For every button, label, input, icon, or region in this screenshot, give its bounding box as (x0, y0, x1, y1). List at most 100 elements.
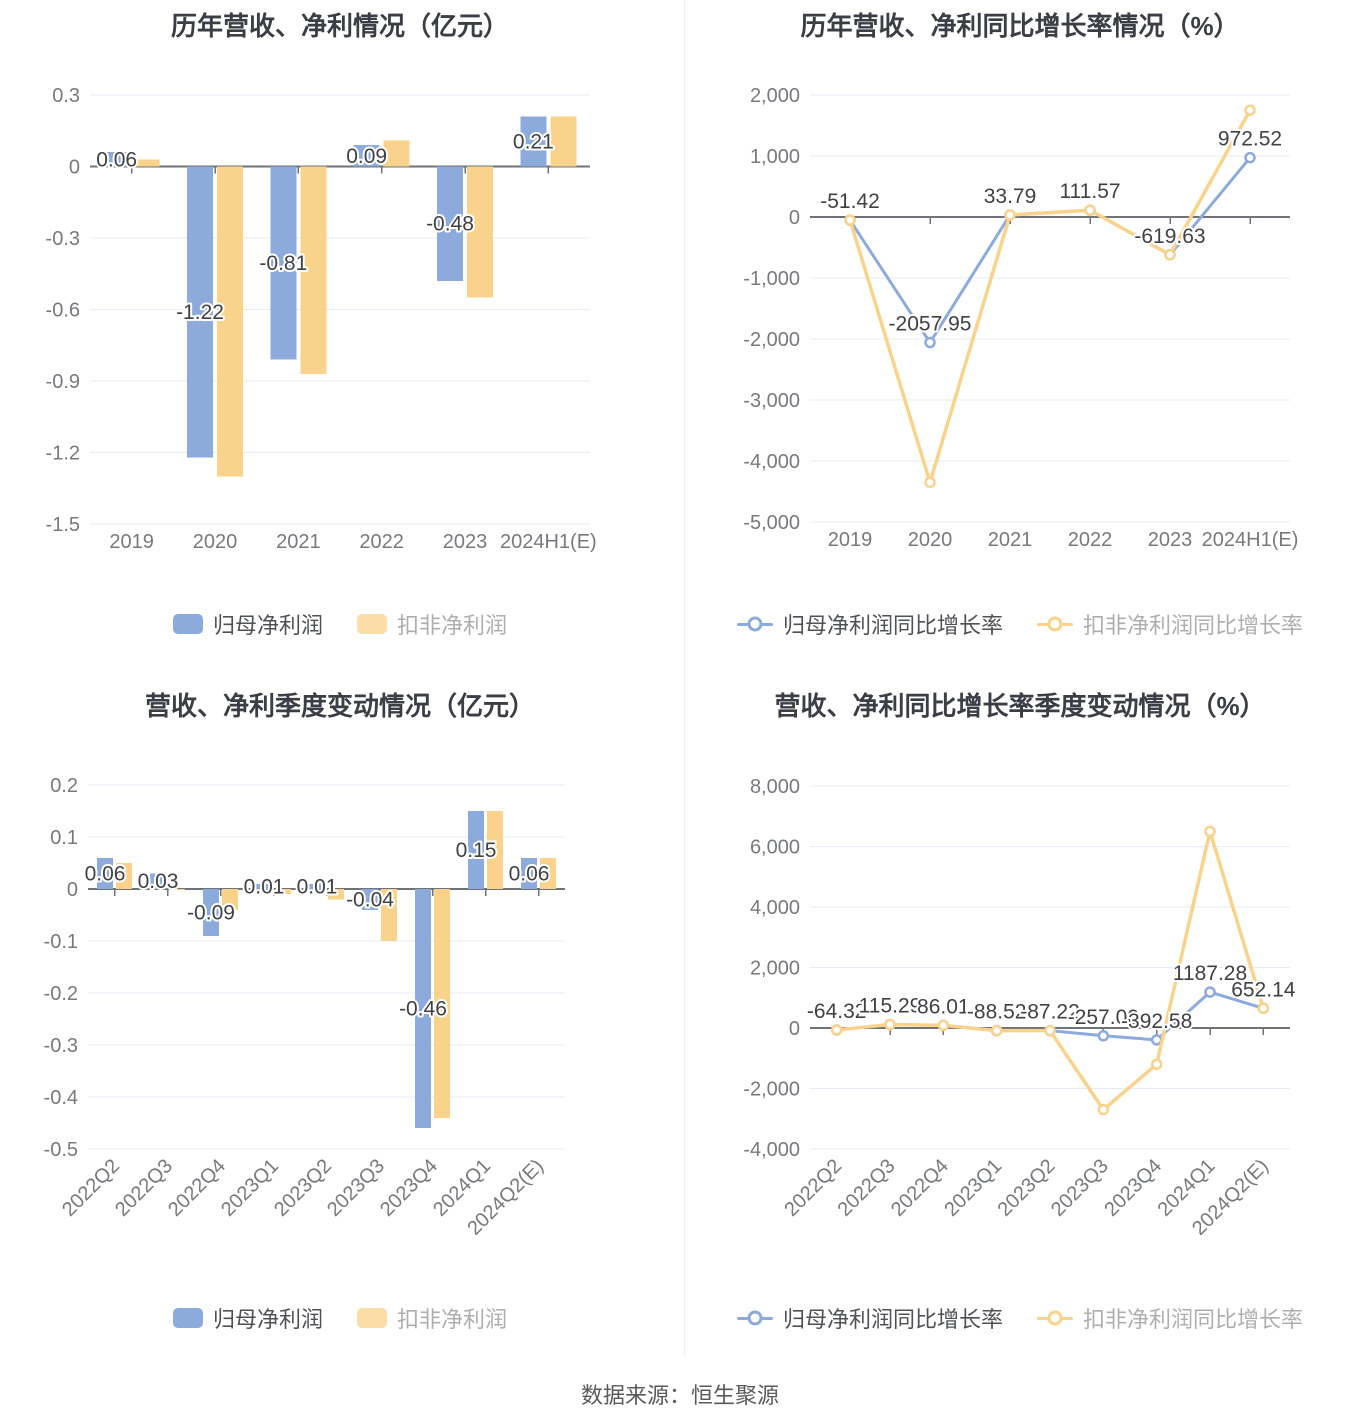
legend-annual-growth: 归母净利润同比增长率 扣非净利润同比增长率 (680, 608, 1360, 640)
quarterly-profit-bar-chart[interactable]: 0.20.10-0.1-0.2-0.3-0.4-0.52022Q22022Q32… (0, 730, 680, 1290)
bar-扣非净利润-2023Q1[interactable] (275, 889, 291, 895)
point-归母净利润同比增长率-2023Q3[interactable] (1097, 1030, 1110, 1042)
y-axis-label: 4,000 (750, 897, 800, 919)
bar-扣非净利润-2023Q4[interactable] (434, 889, 450, 1118)
bar-归母净利润-2024Q2(E)[interactable] (521, 857, 537, 889)
chart-title-annual-profit: 历年营收、净利情况（亿元） (170, 11, 509, 41)
x-axis-label: 2022Q3 (834, 1155, 900, 1221)
point-扣非净利润同比增长率-2021[interactable] (1004, 209, 1016, 221)
bar-扣非净利润-2022Q2[interactable] (116, 863, 132, 889)
legend-item-parent-net-profit[interactable]: 归母净利润 (172, 1302, 323, 1334)
bar-归母净利润-2021[interactable] (270, 166, 297, 360)
data-label: 1187.28 (1173, 962, 1247, 985)
x-axis-label: 2022Q2 (780, 1155, 846, 1221)
point-扣非净利润同比增长率-2023[interactable] (1164, 249, 1176, 261)
bar-扣非净利润-2022Q3[interactable] (169, 889, 185, 890)
legend-item-nongaap-net-profit[interactable]: 扣非净利润 (357, 1302, 507, 1334)
bar-归母净利润-2023Q1[interactable] (256, 883, 272, 889)
data-label: -1.22 (176, 301, 224, 324)
bar-归母净利润-2023[interactable] (437, 166, 463, 281)
bar-归母净利润-2019[interactable] (103, 152, 130, 167)
y-axis-label: 0.3 (52, 85, 80, 107)
bar-扣非净利润-2019[interactable] (133, 159, 160, 167)
x-axis-label: 2023Q1 (940, 1155, 1006, 1221)
yellow-line-marker-icon (1037, 616, 1073, 632)
bar-归母净利润-2022Q3[interactable] (150, 873, 166, 889)
bar-扣非净利润-2022[interactable] (383, 140, 410, 167)
annual-growth-line-chart[interactable]: 2,000 1,000 0 -1,000 -2,000 -3,000 -4,000 -5,00… (680, 50, 1360, 610)
point-扣非净利润同比增长率-2024Q2(E)[interactable] (1257, 1002, 1270, 1015)
point-扣非净利润同比增长率-2024Q1[interactable] (1204, 825, 1216, 838)
x-axis-label: 2022Q4 (164, 1155, 230, 1221)
point-扣非净利润同比增长率-2019[interactable] (844, 214, 856, 226)
yellow-bar-swatch-icon (357, 614, 387, 634)
quarterly-growth-line-chart[interactable]: 8,0006,0004,0002,0000-2,000-4,0002022Q22… (680, 730, 1360, 1290)
bar-归母净利润-2022Q4[interactable] (203, 889, 219, 936)
yellow-line-marker-icon (1037, 1310, 1073, 1326)
legend-label: 扣非净利润 (397, 613, 508, 638)
bar-扣非净利润-2020[interactable] (217, 166, 243, 477)
point-扣非净利润同比增长率-2023Q2[interactable] (1044, 1024, 1056, 1037)
data-label: -619.63 (1134, 225, 1205, 248)
legend-item-parent-net-profit[interactable]: 归母净利润 (172, 608, 323, 640)
panel-quarterly-growth: 营收、净利同比增长率季度变动情况（%） 8,000 6,000 4,000 2,000… (680, 680, 1360, 1360)
bar-扣非净利润-2024Q2(E)[interactable] (540, 857, 556, 889)
bar-归母净利润-2023Q2[interactable] (309, 883, 325, 889)
point-归母净利润同比增长率-2020[interactable] (924, 336, 936, 349)
data-label: 0.21 (513, 130, 554, 153)
legend-item-parent-growth-rate[interactable]: 归母净利润同比增长率 (736, 1302, 1003, 1334)
bar-扣非净利润-2023[interactable] (467, 166, 493, 298)
y-axis-label: 0 (789, 207, 800, 229)
point-扣非净利润同比增长率-2023Q4[interactable] (1150, 1058, 1163, 1071)
data-label: -0.48 (426, 213, 474, 236)
bar-归母净利润-2023Q3[interactable] (362, 889, 378, 910)
point-扣非净利润同比增长率-2022[interactable] (1084, 204, 1096, 216)
point-归母净利润同比增长率-2024H1(E)[interactable] (1244, 151, 1256, 164)
legend-item-nongaap-growth-rate[interactable]: 扣非净利润同比增长率 (1037, 608, 1303, 640)
legend-item-nongaap-net-profit[interactable]: 扣非净利润 (357, 608, 507, 640)
bar-归母净利润-2024Q1[interactable] (468, 811, 484, 889)
point-扣非净利润同比增长率-2023Q3[interactable] (1097, 1103, 1110, 1116)
bar-归母净利润-2022[interactable] (353, 145, 380, 167)
bar-扣非净利润-2024Q1[interactable] (487, 811, 503, 889)
point-扣非净利润同比增长率-2022Q4[interactable] (937, 1019, 950, 1032)
point-扣非净利润同比增长率-2022Q2[interactable] (830, 1024, 843, 1036)
data-label: 0.01 (297, 875, 338, 898)
y-axis-label: -0.2 (44, 983, 78, 1005)
x-axis-label: 2023Q4 (376, 1155, 442, 1221)
x-axis-label: 2021 (276, 531, 321, 553)
x-axis-label: 2020 (908, 529, 953, 551)
point-扣非净利润同比增长率-2024H1(E)[interactable] (1244, 104, 1256, 116)
bar-扣非净利润-2021[interactable] (300, 166, 327, 374)
point-扣非净利润同比增长率-2020[interactable] (924, 476, 936, 489)
blue-bar-swatch-icon (172, 1308, 203, 1328)
legend-label: 扣非净利润同比增长率 (1083, 613, 1304, 638)
bar-归母净利润-2024H1(E)[interactable] (520, 116, 547, 167)
bar-归母净利润-2022Q2[interactable] (97, 857, 113, 889)
y-axis-label: -0.3 (44, 1035, 78, 1057)
data-label: -0.46 (399, 998, 447, 1021)
bar-归母净利润-2020[interactable] (187, 166, 213, 458)
y-axis-label: 0 (69, 157, 80, 179)
y-axis-label: -1.5 (46, 514, 80, 536)
y-axis-label: 0 (67, 879, 78, 901)
point-扣非净利润同比增长率-2022Q3[interactable] (884, 1018, 896, 1031)
y-axis-label: 0.1 (50, 827, 78, 849)
bar-扣非净利润-2022Q4[interactable] (222, 889, 238, 910)
legend-annual-profit: 归母净利润 扣非净利润 (0, 608, 680, 640)
x-axis-label: 2023Q3 (323, 1155, 389, 1221)
point-归母净利润同比增长率-2024Q1[interactable] (1204, 986, 1216, 998)
bar-扣非净利润-2023Q2[interactable] (328, 889, 344, 900)
panel-divider (684, 0, 685, 1356)
data-label: -64.32 (807, 1000, 867, 1023)
bar-扣非净利润-2023Q3[interactable] (381, 889, 397, 941)
point-扣非净利润同比增长率-2023Q1[interactable] (990, 1024, 1003, 1037)
legend-item-nongaap-growth-rate[interactable]: 扣非净利润同比增长率 (1037, 1302, 1303, 1334)
blue-line-marker-icon (736, 616, 773, 632)
annual-profit-bar-chart[interactable]: 0.3 0 -0.3 -0.6 -0.9 -1.2 -1.5 2019 2020 2021 2022… (0, 50, 680, 610)
x-axis-label: 2022Q2 (58, 1155, 124, 1221)
bar-扣非净利润-2024H1(E)[interactable] (550, 116, 577, 167)
bar-归母净利润-2023Q4[interactable] (415, 889, 431, 1129)
data-label: -2057.95 (889, 313, 972, 336)
legend-item-parent-growth-rate[interactable]: 归母净利润同比增长率 (736, 608, 1003, 640)
